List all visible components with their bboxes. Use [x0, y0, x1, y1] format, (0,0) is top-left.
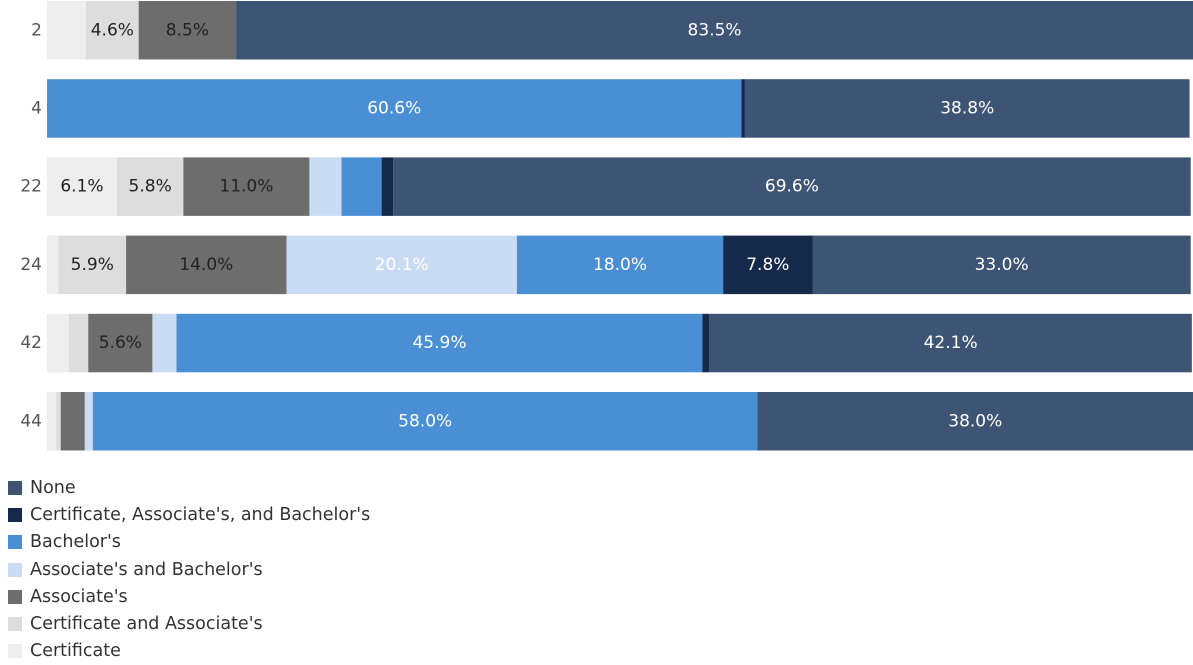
data-label: 69.6%: [765, 177, 819, 197]
chart-legend: None Certificate, Associate's, and Bachel…: [8, 474, 370, 665]
legend-swatch: [8, 480, 22, 495]
bar-segment-certificate: [47, 313, 69, 373]
y-tick-label: 24: [20, 255, 42, 275]
legend-label: Certificate, Associate's, and Bachelor's: [30, 504, 371, 525]
data-label: 60.6%: [367, 98, 421, 118]
data-label: 7.8%: [746, 255, 789, 275]
y-tick-label: 22: [20, 177, 42, 197]
data-label: 5.6%: [99, 333, 142, 353]
bar-segment-certificate-and-associate-s: [58, 235, 127, 295]
data-label: 83.5%: [688, 20, 742, 40]
data-label: 5.9%: [71, 255, 114, 275]
bar-segment-associate-s: [60, 392, 85, 451]
bar-segment-certificate-and-associate-s: [56, 392, 61, 451]
bar-segment-associate-s-and-bachelor-s: [152, 313, 177, 373]
legend-swatch: [8, 617, 22, 632]
y-tick-label: 44: [20, 411, 42, 431]
data-label: 8.5%: [166, 20, 209, 40]
bar-segment-bachelor-s: [516, 235, 724, 295]
legend-label: Bachelor's: [30, 532, 121, 553]
bar-segment-bachelor-s: [47, 79, 742, 138]
data-label: 4.6%: [91, 20, 134, 40]
data-label: 11.0%: [219, 177, 273, 197]
bar-segment-associate-s: [126, 235, 287, 295]
data-label: 6.1%: [60, 177, 103, 197]
bar-segment-bachelor-s: [92, 392, 758, 451]
y-tick-label: 2: [31, 20, 42, 40]
legend-label: Certificate: [30, 641, 121, 662]
bar-segment-certificate: [47, 157, 117, 216]
bar-segment-certificate-associate-s-and-bachelor-s: [381, 157, 394, 216]
data-label: 20.1%: [375, 255, 429, 275]
y-tick-label: 4: [31, 98, 42, 118]
data-label: 14.0%: [179, 255, 233, 275]
data-label: 38.0%: [948, 411, 1002, 431]
data-label: 18.0%: [593, 255, 647, 275]
legend-label: None: [30, 477, 76, 498]
bar-segment-certificate: [47, 1, 86, 60]
bar-segment-none: [236, 1, 1193, 60]
bar-segment-none: [709, 313, 1192, 373]
legend-label: Certificate and Associate's: [30, 614, 263, 635]
bar-segment-associate-s-and-bachelor-s: [286, 235, 517, 295]
data-label: 5.8%: [129, 177, 172, 197]
bar-segment-associate-s-and-bachelor-s: [309, 157, 342, 216]
legend-item-none: None: [8, 474, 370, 501]
bar-segment-none: [393, 157, 1191, 216]
data-label: 58.0%: [398, 411, 452, 431]
bar-segment-none: [757, 392, 1193, 451]
bar-segment-bachelor-s: [341, 157, 382, 216]
bar-segment-none: [744, 79, 1190, 138]
bar-segment-certificate: [47, 235, 59, 295]
legend-swatch: [8, 507, 22, 522]
data-label: 45.9%: [412, 333, 466, 353]
y-tick-label: 42: [20, 333, 42, 353]
legend-item-associate-s: Associate's: [8, 583, 370, 610]
bar-segment-certificate-associate-s-and-bachelor-s: [741, 79, 745, 138]
legend-item-certificate-associate-s-and-bachelor-s: Certificate, Associate's, and Bachelor's: [8, 501, 370, 528]
bar-segment-associate-s: [183, 157, 310, 216]
data-label: 38.8%: [940, 98, 994, 118]
bar-segment-certificate-associate-s-and-bachelor-s: [723, 235, 813, 295]
data-label: 42.1%: [924, 333, 978, 353]
bar-segment-associate-s: [88, 313, 153, 373]
legend-label: Associate's: [30, 586, 128, 607]
legend-swatch: [8, 535, 22, 550]
bar-segment-certificate: [47, 392, 57, 451]
bar-segment-associate-s-and-bachelor-s: [84, 392, 93, 451]
legend-swatch: [8, 562, 22, 577]
legend-label: Associate's and Bachelor's: [30, 559, 263, 580]
bar-segment-certificate-and-associate-s: [116, 157, 184, 216]
legend-item-certificate: Certificate: [8, 638, 370, 665]
bar-segment-certificate-and-associate-s: [68, 313, 89, 373]
legend-item-bachelor-s: Bachelor's: [8, 529, 370, 556]
stacked-bar-chart: 2 4.6% 8.5% 83.5% 4 60.6% 38.8% 22 6.1% 5.8% 11.0%…: [20, 1, 1193, 451]
data-label: 33.0%: [975, 255, 1029, 275]
legend-item-associate-s-and-bachelor-s: Associate's and Bachelor's: [8, 556, 370, 583]
bar-segment-certificate-associate-s-and-bachelor-s: [702, 313, 710, 373]
bar-segment-associate-s: [138, 1, 237, 60]
bar-segment-certificate-and-associate-s: [85, 1, 139, 60]
bar-segment-none: [812, 235, 1191, 295]
legend-item-certificate-and-associate-s: Certificate and Associate's: [8, 610, 370, 637]
legend-swatch: [8, 589, 22, 604]
legend-swatch: [8, 644, 22, 659]
bar-segment-bachelor-s: [176, 313, 703, 373]
